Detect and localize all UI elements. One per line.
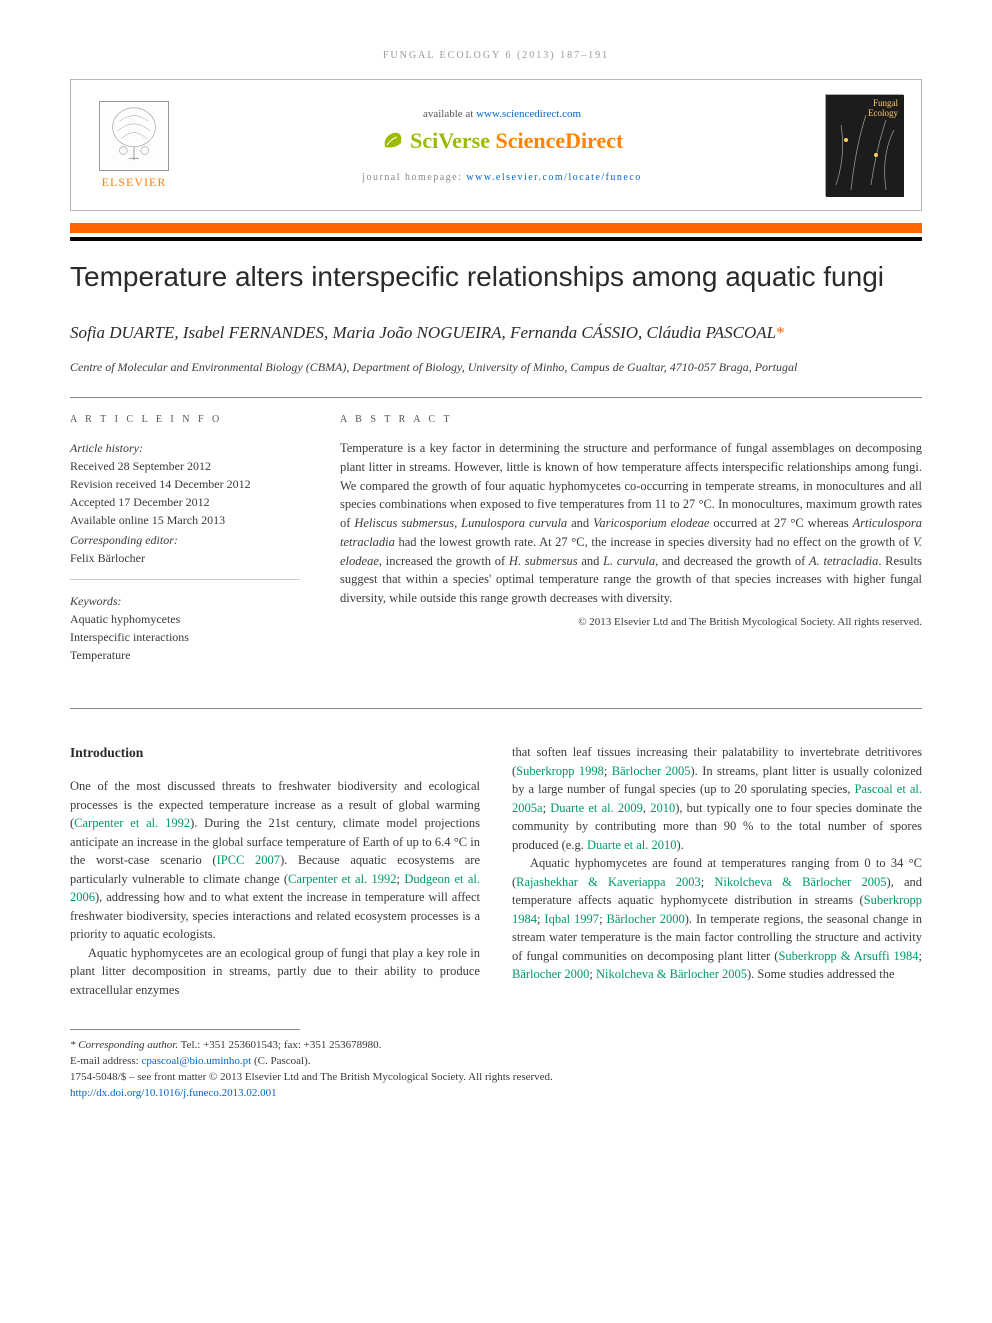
ref-duarte-2010b[interactable]: Duarte et al. 2010 [587, 838, 677, 852]
homepage-link[interactable]: www.elsevier.com/locate/funeco [466, 172, 641, 183]
abstract-column: A B S T R A C T Temperature is a key fac… [340, 414, 922, 688]
intro-paragraph-2-cont: that soften leaf tissues increasing thei… [512, 743, 922, 854]
intro-paragraph-3: Aquatic hyphomycetes are found at temper… [512, 854, 922, 984]
history-revision: Revision received 14 December 2012 [70, 475, 300, 493]
history-label: Article history: [70, 439, 300, 457]
footer-separator [70, 1029, 300, 1038]
keyword-3: Temperature [70, 646, 300, 664]
ref-carpenter-1992a[interactable]: Carpenter et al. 1992 [74, 816, 190, 830]
journal-header-box: ELSEVIER available at www.sciencedirect.… [70, 79, 922, 211]
elsevier-wordmark: ELSEVIER [102, 175, 167, 190]
corr-editor-name: Felix Bärlocher [70, 549, 300, 567]
sciverse-brand: SciVerse ScienceDirect [199, 128, 805, 154]
elsevier-logo: ELSEVIER [89, 101, 179, 190]
c2p1-2: ; [604, 764, 612, 778]
abs-t6: occurred at 27 °C whereas [709, 516, 852, 530]
ref-duarte-2009[interactable]: Duarte et al. 2009 [550, 801, 643, 815]
ref-duarte-2010a[interactable]: 2010 [650, 801, 675, 815]
intro-paragraph-1: One of the most discussed threats to fre… [70, 777, 480, 944]
history-received: Received 28 September 2012 [70, 457, 300, 475]
abstract-text: Temperature is a key factor in determini… [340, 439, 922, 608]
elsevier-tree-icon [99, 101, 169, 171]
abs-t10: , increased the growth of [379, 554, 509, 568]
body-column-right: that soften leaf tissues increasing thei… [512, 743, 922, 999]
abs-t14: , and decreased the growth of [655, 554, 809, 568]
keyword-1: Aquatic hyphomycetes [70, 610, 300, 628]
author-list: Sofia DUARTE, Isabel FERNANDES, Maria Jo… [70, 322, 922, 345]
available-prefix: available at [423, 108, 476, 120]
sciverse-leaf-icon [381, 129, 405, 151]
running-header-citation: FUNGAL ECOLOGY 6 (2013) 187–191 [70, 50, 922, 61]
article-title: Temperature alters interspecific relatio… [70, 259, 922, 294]
abs-t12: and [578, 554, 604, 568]
footer-block: * Corresponding author. Tel.: +351 25360… [70, 1038, 922, 1102]
abs-sp8: A. tetracladia [809, 554, 878, 568]
homepage-prefix: journal homepage: [362, 172, 466, 183]
abs-sp6: H. submersus [509, 554, 578, 568]
sciverse-text-2: ScienceDirect [495, 128, 623, 153]
keyword-2: Interspecific interactions [70, 628, 300, 646]
c2p2-2: ; [701, 875, 715, 889]
authors-text: Sofia DUARTE, Isabel FERNANDES, Maria Jo… [70, 323, 776, 342]
c1p1-8: ), addressing how and to what extent the… [70, 890, 480, 941]
body-column-left: Introduction One of the most discussed t… [70, 743, 480, 999]
abs-t8: had the lowest growth rate. At 27 °C, th… [395, 535, 913, 549]
c2p1-12: ). [677, 838, 684, 852]
issn-copyright-line: 1754-5048/$ – see front matter © 2013 El… [70, 1070, 922, 1086]
abs-sp3: Varicosporium elodeae [593, 516, 709, 530]
doi-link[interactable]: http://dx.doi.org/10.1016/j.funeco.2013.… [70, 1086, 922, 1102]
header-center: available at www.sciencedirect.com SciVe… [199, 108, 805, 183]
history-online: Available online 15 March 2013 [70, 511, 300, 529]
corr-author-tel: Tel.: +351 253601543; fax: +351 25367898… [178, 1039, 381, 1051]
sciverse-text-1: SciVerse [410, 128, 495, 153]
email-suffix: (C. Pascoal). [251, 1055, 310, 1067]
body-two-columns: Introduction One of the most discussed t… [70, 743, 922, 999]
journal-homepage-line: journal homepage: www.elsevier.com/locat… [199, 172, 805, 183]
ref-ipcc-2007[interactable]: IPCC 2007 [217, 853, 280, 867]
journal-cover-thumbnail: Fungal Ecology [825, 94, 903, 196]
article-info-column: A R T I C L E I N F O Article history: R… [70, 414, 300, 688]
corresponding-author-star: * [776, 323, 785, 342]
abs-t4: and [567, 516, 593, 530]
abs-sp7: L. curvula [603, 554, 655, 568]
abstract-copyright: © 2013 Elsevier Ltd and The British Myco… [340, 616, 922, 628]
ref-barlocher-2005[interactable]: Bärlocher 2005 [612, 764, 691, 778]
corr-author-label: * Corresponding author. [70, 1039, 178, 1051]
keywords-label: Keywords: [70, 592, 300, 610]
journal-cover-title: Fungal Ecology [868, 99, 898, 119]
ref-rajashekhar-2003[interactable]: Rajashekhar & Kaveriappa 2003 [516, 875, 701, 889]
ref-barlocher-2000b[interactable]: Bärlocher 2000 [512, 967, 589, 981]
email-link[interactable]: cpascoal@bio.uminho.pt [141, 1055, 251, 1067]
available-at-line: available at www.sciencedirect.com [199, 108, 805, 120]
article-info-heading: A R T I C L E I N F O [70, 414, 300, 425]
affiliation: Centre of Molecular and Environmental Bi… [70, 359, 922, 375]
abs-sp2: Lunulospora curvula [461, 516, 567, 530]
orange-rule [70, 223, 922, 233]
corresponding-author-line: * Corresponding author. Tel.: +351 25360… [70, 1038, 922, 1054]
c2p2-16: ). Some studies addressed the [747, 967, 895, 981]
ref-carpenter-1992b[interactable]: Carpenter et al. 1992 [288, 872, 396, 886]
email-label: E-mail address: [70, 1055, 141, 1067]
info-abstract-row: A R T I C L E I N F O Article history: R… [70, 397, 922, 709]
abstract-heading: A B S T R A C T [340, 414, 922, 425]
introduction-heading: Introduction [70, 743, 480, 763]
ref-nikolcheva-2005a[interactable]: Nikolcheva & Bärlocher 2005 [714, 875, 886, 889]
abs-sp1: Heliscus submersus [354, 516, 454, 530]
corr-editor-label: Corresponding editor: [70, 531, 300, 549]
ref-suberkropp-arsuffi-1984[interactable]: Suberkropp & Arsuffi 1984 [778, 949, 918, 963]
ref-nikolcheva-2005b[interactable]: Nikolcheva & Bärlocher 2005 [596, 967, 747, 981]
ref-iqbal-1997[interactable]: Iqbal 1997 [544, 912, 599, 926]
keywords-block: Keywords: Aquatic hyphomycetes Interspec… [70, 592, 300, 676]
ref-barlocher-2000a[interactable]: Bärlocher 2000 [606, 912, 684, 926]
black-rule [70, 237, 922, 241]
ref-suberkropp-1998[interactable]: Suberkropp 1998 [516, 764, 604, 778]
sciencedirect-link[interactable]: www.sciencedirect.com [476, 108, 581, 120]
c2p2-12: ; [919, 949, 922, 963]
article-history-block: Article history: Received 28 September 2… [70, 439, 300, 580]
email-line: E-mail address: cpascoal@bio.uminho.pt (… [70, 1054, 922, 1070]
history-accepted: Accepted 17 December 2012 [70, 493, 300, 511]
intro-paragraph-2: Aquatic hyphomycetes are an ecological g… [70, 944, 480, 1000]
